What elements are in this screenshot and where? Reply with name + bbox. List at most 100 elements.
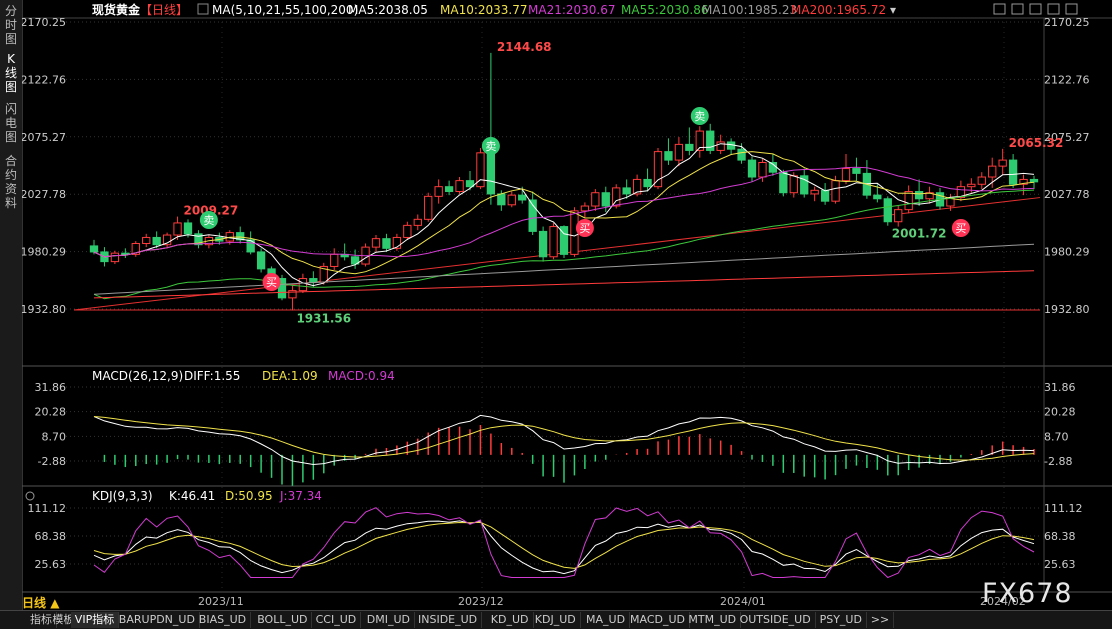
macd-tick-label-left: 31.86 (35, 381, 67, 394)
candle-body (350, 256, 360, 265)
indicator-tab[interactable]: OUTSIDE_UD (736, 612, 816, 628)
tab-flash-chart[interactable]: 闪电图 (4, 102, 17, 144)
candle-body (988, 165, 997, 178)
time-axis-label: 2024/01 (720, 595, 766, 608)
indicator-tab[interactable]: VIP指标 (70, 612, 120, 628)
indicator-tab[interactable]: >> (867, 612, 895, 628)
candle-body (194, 233, 203, 246)
tab-kline[interactable]: K线图 (4, 52, 17, 94)
macd-tick-label-left: 8.70 (42, 430, 67, 443)
indicator-tab[interactable]: MTM_UD (684, 612, 742, 628)
candle-body (183, 222, 193, 235)
candle-body (1008, 159, 1018, 185)
kdj-k: K:46.41 (169, 489, 215, 503)
ma-value-label: MA200:1965.72 (791, 3, 886, 17)
high-price-label: 2144.68 (497, 40, 552, 54)
macd-title: MACD(26,12,9) (92, 369, 183, 383)
candle-body (894, 209, 903, 223)
candle-body (382, 238, 391, 249)
kdj-tick-label-right: 68.38 (1044, 530, 1076, 543)
candle-body (580, 205, 590, 212)
macd-tick-label-right: 20.28 (1044, 406, 1076, 419)
indicator-tab[interactable]: BOLL_UD (253, 612, 313, 628)
chart-area[interactable]: 2170.25 2170.25 2122.76 2122.76 2075.27 2075.… (22, 0, 1112, 610)
watermark: FX678 (982, 578, 1073, 609)
candle-body (841, 168, 851, 182)
indicator-tab[interactable]: 指标 (26, 612, 57, 628)
buy-signal-icon (575, 219, 594, 237)
time-axis-label: 2023/11 (198, 595, 244, 608)
candle-body (779, 171, 788, 194)
candle-body (1019, 178, 1028, 185)
sell-signal-label: 卖 (485, 140, 496, 153)
sell-signal-icon (481, 137, 500, 155)
price-tick-label-right: 2122.76 (1044, 73, 1090, 86)
ma-params: MA(5,10,21,55,100,200) (212, 3, 358, 17)
macd-value: MACD:0.94 (328, 369, 395, 383)
indicator-tab[interactable]: PSY_UD (816, 612, 867, 628)
indicator-tab[interactable]: KD_UD (487, 612, 534, 628)
candle-body (914, 191, 924, 200)
kdj-tick-label-right: 25.63 (1044, 558, 1076, 571)
indicator-tab[interactable]: INSIDE_UD (414, 612, 483, 628)
candle-body (277, 278, 287, 299)
window-control-icon (993, 3, 1006, 15)
indicator-tab[interactable]: BARUPDN_UD (115, 612, 200, 628)
indicator-tab[interactable]: MA_UD (582, 612, 631, 628)
candle-body (643, 178, 652, 188)
price-tick-label-left: 2027.78 (22, 188, 66, 201)
low-price-label: 1931.56 (296, 311, 351, 325)
candle-body (486, 152, 496, 195)
candle-body (131, 242, 140, 255)
indicator-tab[interactable]: BIAS_UD (195, 612, 252, 628)
period-button[interactable]: 日线 ▲ (22, 596, 60, 610)
macd-tick-label-left: -2.88 (38, 455, 66, 468)
buy-signal-label: 买 (955, 222, 966, 235)
candle-body (476, 152, 485, 188)
price-tick-label-right: 2027.78 (1044, 188, 1090, 201)
candle-body (162, 234, 172, 246)
candle-body (559, 226, 569, 255)
candle-body (236, 232, 245, 241)
candle-body (142, 236, 151, 244)
candle-body (820, 189, 830, 202)
macd-tick-label-left: 20.28 (35, 406, 67, 419)
candle-body (758, 162, 767, 178)
candle-body (371, 238, 381, 248)
tab-contract-info[interactable]: 合约资料 (4, 154, 17, 210)
candle-body (674, 143, 684, 161)
candle-body (549, 226, 558, 258)
candle-body (89, 245, 99, 253)
indicator-tab[interactable]: MACD_UD (626, 612, 690, 628)
candle-body (152, 236, 161, 246)
buy-signal-label: 买 (579, 222, 590, 235)
candle-body (695, 130, 704, 151)
macd-diff-line (93, 414, 1035, 466)
buy-signal-icon (951, 219, 970, 237)
candle-body (110, 252, 120, 263)
window-control-icon (1029, 3, 1042, 15)
high-price-label: 2009.27 (184, 204, 239, 218)
macd-tick-label-right: 31.86 (1044, 381, 1076, 394)
indicator-tab[interactable]: KDJ_UD (531, 612, 581, 628)
window-control-icon (1047, 3, 1060, 15)
kdj-tick-label-left: 111.12 (28, 502, 67, 515)
candle-body (497, 193, 506, 206)
indicator-tab[interactable]: DMI_UD (363, 612, 416, 628)
tab-timeshare[interactable]: 分时图 (4, 4, 17, 46)
ma-value-label: MA10:2033.77 (440, 3, 528, 17)
indicator-tab[interactable]: CCI_UD (312, 612, 362, 628)
macd-dea-line (93, 416, 1035, 461)
ma-value-label: MA5:2038.05 (348, 3, 428, 17)
buy-signal-label: 买 (266, 276, 277, 289)
ma-dropdown-icon: ▾ (890, 3, 896, 17)
candle-body (518, 194, 527, 201)
candle-body (883, 198, 892, 223)
high-price-label: 2065.32 (1009, 136, 1064, 150)
price-tick-label-right: 2170.25 (1044, 16, 1090, 29)
ma-value-label: MA55:2030.86 (621, 3, 709, 17)
ma21-line (93, 166, 1035, 258)
candle-body (413, 218, 422, 226)
macd-tick-label-right: 8.70 (1044, 430, 1069, 443)
candle-body (904, 191, 913, 211)
